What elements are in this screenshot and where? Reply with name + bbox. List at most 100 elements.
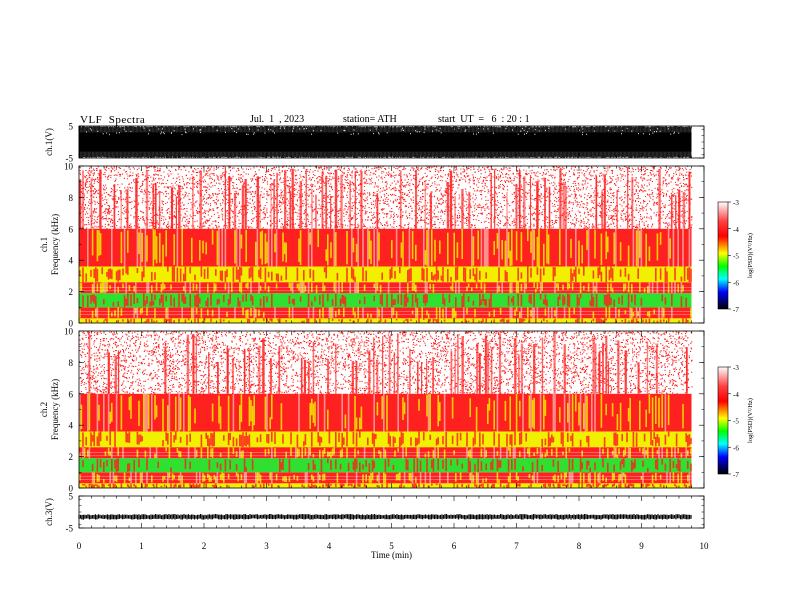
- spectrogram-texture: [114, 484, 116, 488]
- spectrogram-gap: [429, 472, 431, 484]
- x-tick-label: 7: [514, 541, 519, 551]
- spectrogram-texture: [107, 484, 110, 486]
- spectrogram-texture: [472, 300, 475, 306]
- spectrogram-texture: [581, 462, 583, 469]
- spectrogram-texture: [379, 318, 382, 323]
- spectrogram-texture: [469, 269, 471, 280]
- spectrogram-texture: [154, 308, 156, 319]
- spectrogram-texture: [685, 433, 687, 443]
- spectrogram-texture: [595, 483, 598, 488]
- spectrogram-texture: [304, 285, 307, 292]
- spectrogram-texture: [226, 269, 228, 278]
- spectrogram-texture: [530, 267, 532, 278]
- spectrogram-texture: [639, 400, 641, 430]
- spectrogram-gap: [599, 472, 601, 484]
- spectrogram-gap: [391, 307, 393, 319]
- x-tick-label: 8: [577, 541, 582, 551]
- spectrogram-texture: [245, 283, 247, 288]
- spectrogram-texture: [331, 448, 334, 457]
- spectrogram-texture: [600, 271, 603, 282]
- spectrogram-texture: [309, 268, 311, 278]
- spectrogram-texture: [608, 307, 611, 319]
- x-axis-label: Time (min): [371, 550, 412, 560]
- spectrogram-texture: [605, 318, 607, 321]
- ch1-waveform-gap: [158, 128, 160, 130]
- spectrogram-texture: [576, 318, 579, 323]
- spectrogram-texture: [371, 459, 374, 472]
- spectrogram-texture: [567, 402, 569, 423]
- spectrogram-streak: [315, 194, 317, 229]
- spectrogram-texture: [87, 295, 89, 308]
- spectrogram-texture: [496, 232, 499, 249]
- spectrogram-texture: [120, 308, 123, 316]
- spectrogram-texture: [427, 485, 430, 488]
- ch1-waveform-gap: [378, 133, 380, 135]
- spectrogram-texture: [91, 484, 94, 488]
- spectrogram-texture: [603, 294, 606, 305]
- spectrogram-gap: [423, 228, 425, 267]
- spectrogram-texture: [143, 293, 145, 307]
- spectrogram-texture: [114, 310, 116, 317]
- spectrogram-streak: [278, 345, 281, 394]
- spectrogram-texture: [263, 318, 265, 321]
- spectrogram-texture: [103, 478, 105, 483]
- spectrogram-texture: [365, 474, 367, 482]
- spectrogram-texture: [245, 229, 247, 262]
- spectrogram-texture: [672, 472, 675, 482]
- spectrogram-texture: [640, 476, 643, 480]
- ch1-waveform-gap: [621, 130, 623, 132]
- spectrogram-texture: [197, 318, 199, 323]
- spectrogram-texture: [245, 310, 247, 318]
- spectrogram-texture: [127, 266, 129, 275]
- spectrogram-texture: [616, 454, 619, 458]
- spectrogram-texture: [677, 283, 679, 293]
- spectrogram-texture: [528, 447, 531, 458]
- spectrogram-texture: [479, 432, 481, 447]
- spectrogram-texture: [536, 267, 539, 275]
- spectrogram-texture: [603, 318, 606, 323]
- spectrogram-texture: [469, 449, 471, 459]
- spectrogram-texture: [432, 318, 435, 323]
- spectrogram-streak: [228, 175, 231, 229]
- spectrogram-gap: [304, 472, 307, 484]
- ch1-waveform-gap: [306, 127, 307, 130]
- spectrogram-texture: [389, 269, 391, 280]
- spectrogram-streak: [243, 348, 246, 394]
- ch1-waveform-gap: [357, 133, 359, 135]
- spectrogram-streak: [426, 359, 428, 394]
- spectrogram-texture: [288, 295, 291, 305]
- spectrogram-texture: [319, 318, 321, 323]
- colorbar-tick-label: -6: [733, 279, 739, 287]
- spectrogram-texture: [685, 297, 687, 308]
- spectrogram-texture: [127, 293, 129, 306]
- spectrogram-texture: [571, 394, 574, 431]
- ch1-waveform-gap: [416, 131, 418, 133]
- spectrogram-texture: [224, 283, 227, 290]
- spectrogram-gap: [536, 472, 539, 484]
- spectrogram-gap: [245, 472, 247, 484]
- spectrogram-texture: [162, 282, 164, 290]
- spectrogram-streak: [382, 336, 384, 394]
- spectrogram-texture: [690, 268, 692, 283]
- spectrogram-texture: [259, 267, 262, 280]
- spectrogram-texture: [675, 433, 678, 447]
- spectrogram-texture: [354, 312, 356, 318]
- ch1-waveform-gap: [123, 128, 125, 130]
- spectrogram-texture: [607, 448, 609, 459]
- spectrogram-texture: [115, 475, 118, 482]
- ch1-waveform-gap: [524, 133, 525, 135]
- spectrogram-texture: [152, 483, 155, 487]
- spectrogram-streak: [303, 359, 307, 394]
- spectrogram-gap: [664, 393, 667, 432]
- y-tick-label: 2: [69, 452, 74, 462]
- spectrogram-texture: [135, 485, 137, 488]
- spectrogram-texture: [215, 483, 217, 488]
- ch1-waveform-gap: [173, 130, 175, 132]
- spectrogram-texture: [690, 463, 692, 472]
- spectrogram-texture: [471, 287, 473, 291]
- spectrogram-streak: [312, 341, 315, 394]
- spectrogram-texture: [571, 273, 574, 282]
- ch1-waveform-gap: [586, 133, 588, 135]
- spectrogram-streak: [544, 177, 546, 229]
